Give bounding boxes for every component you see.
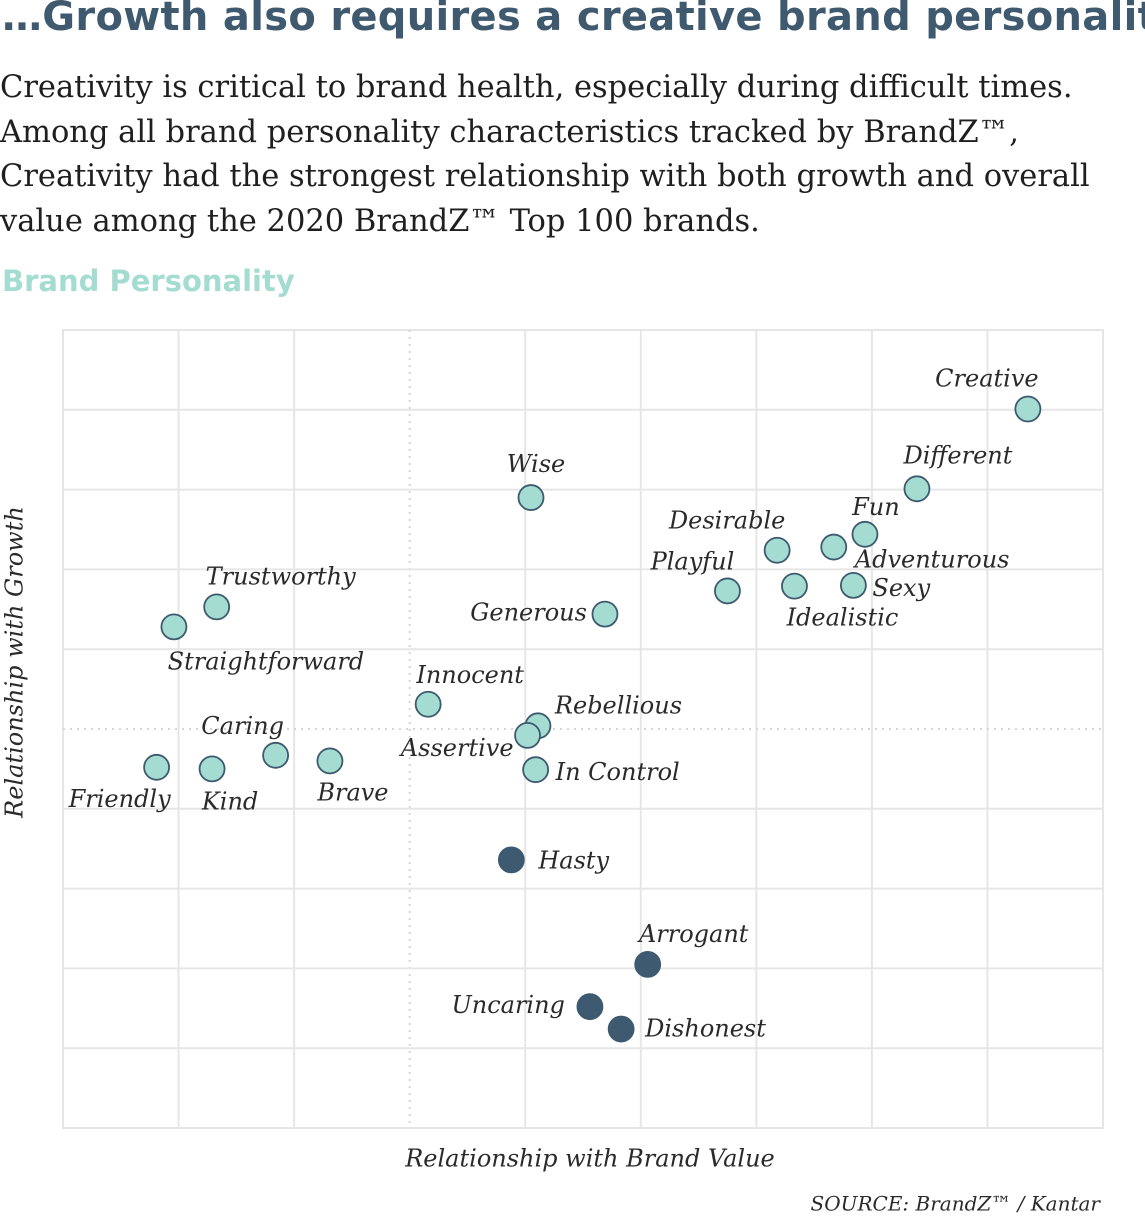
- point-label: Trustworthy: [206, 562, 356, 590]
- point-label: Creative: [935, 365, 1038, 393]
- point-label: Fun: [851, 493, 900, 521]
- point: [851, 520, 879, 548]
- point: [840, 571, 867, 599]
- point: [143, 753, 171, 781]
- point-label: Kind: [201, 787, 258, 815]
- point: [634, 951, 662, 978]
- point: [763, 536, 791, 564]
- source: SOURCE: BrandZ™ / Kantar: [811, 1192, 1102, 1216]
- description-line: Among all brand personality characterist…: [0, 114, 1019, 150]
- point-label: Brave: [316, 778, 388, 806]
- point-label: Generous: [470, 599, 587, 627]
- description-line: value among the 2020 BrandZ™ Top 100 bra…: [0, 203, 760, 239]
- point: [591, 600, 619, 628]
- y-axis-label: Relationship with Growth: [1, 506, 29, 819]
- point-label: Assertive: [399, 734, 514, 762]
- point-label: Dishonest: [644, 1015, 766, 1043]
- subtitle: Brand Personality: [2, 264, 295, 298]
- point-label: Rebellious: [554, 691, 682, 719]
- point-label: Desirable: [668, 507, 785, 535]
- point-label: Idealistic: [786, 604, 899, 632]
- point-label: Caring: [201, 712, 284, 740]
- x-axis-label: Relationship with Brand Value: [404, 1145, 775, 1173]
- point: [414, 690, 442, 718]
- point-label: Friendly: [68, 785, 172, 813]
- title: …Growth also requires a creative brand p…: [2, 0, 1145, 40]
- point-label: Playful: [650, 547, 735, 575]
- point: [514, 721, 541, 749]
- point: [198, 755, 226, 783]
- description: Creativity is critical to brand health, …: [0, 66, 1090, 244]
- point: [903, 475, 931, 503]
- point-label: In Control: [555, 758, 680, 786]
- point: [497, 846, 525, 874]
- point: [714, 577, 741, 605]
- point-label: Different: [903, 441, 1013, 469]
- point: [820, 533, 848, 561]
- point-label: Wise: [507, 450, 565, 478]
- point-label: Straightforward: [168, 647, 365, 675]
- point: [1014, 395, 1042, 423]
- point-label: Innocent: [415, 661, 524, 689]
- point-label: Arrogant: [637, 920, 749, 948]
- point: [576, 993, 604, 1021]
- point: [160, 613, 188, 641]
- point: [316, 747, 344, 775]
- point: [203, 593, 231, 621]
- point-label: Adventurous: [853, 546, 1010, 574]
- point: [262, 741, 290, 769]
- point: [517, 484, 545, 511]
- point-label: Sexy: [872, 574, 930, 602]
- description-line: Creativity had the strongest relationshi…: [0, 159, 1090, 194]
- point: [607, 1015, 635, 1043]
- point-label: Uncaring: [452, 991, 565, 1019]
- point: [522, 756, 550, 784]
- point: [781, 572, 808, 600]
- point-label: Hasty: [537, 846, 609, 874]
- description-line: Creativity is critical to brand health, …: [0, 70, 1073, 105]
